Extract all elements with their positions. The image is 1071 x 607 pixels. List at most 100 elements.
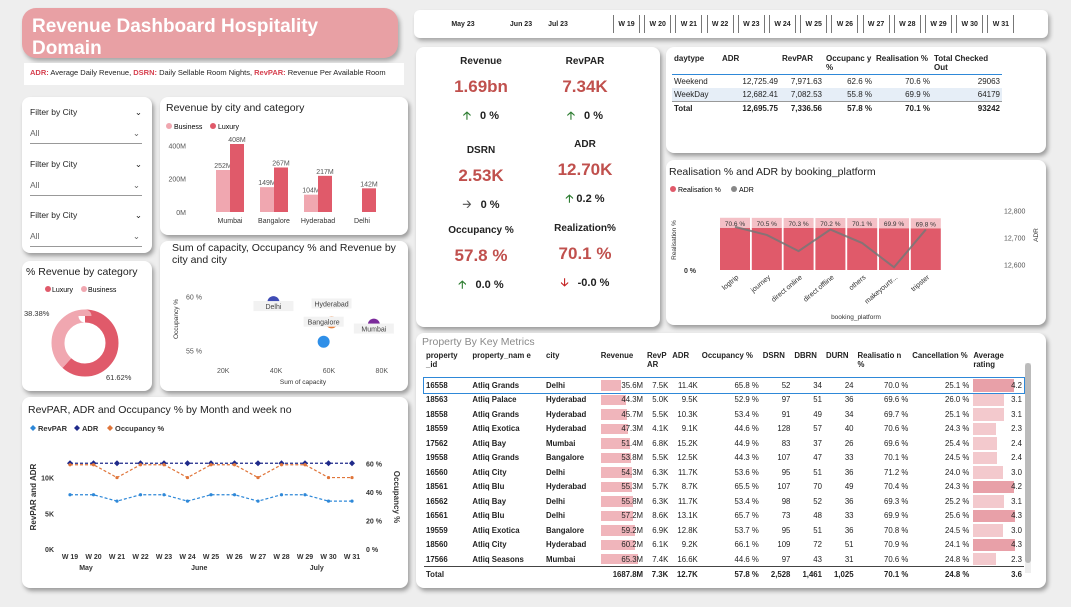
data-point[interactable]	[68, 493, 72, 497]
data-point[interactable]	[279, 493, 284, 497]
data-point[interactable]	[255, 460, 261, 467]
column-header[interactable]: ADR	[672, 351, 690, 360]
data-point[interactable]	[138, 463, 143, 467]
week-button[interactable]: W 23	[737, 15, 765, 33]
city-filter-1[interactable]: Filter by City ⌄ All ⌄	[30, 107, 142, 144]
table-row[interactable]: WeekDay 12,682.41 7,082.53 55.8 % 69.9 % 6417…	[672, 88, 1002, 102]
week-button[interactable]: W 25	[800, 15, 828, 33]
month-button[interactable]: Jun 23	[509, 20, 533, 28]
platform-combo-chart[interactable]: Realisation % ADR 0 % Realisation % ADR 12,60…	[666, 160, 1046, 325]
table-row[interactable]: Weekend 12,725.49 7,971.63 62.6 % 70.6 % 2906…	[672, 74, 1002, 89]
data-point[interactable]	[279, 463, 284, 467]
filter-value[interactable]: All	[30, 231, 40, 241]
data-point[interactable]	[209, 493, 213, 497]
column-header[interactable]: property_nam e	[472, 351, 531, 360]
table-row[interactable]: 18563 Atliq Palace Hyderabad 44.3M 5.0K 9.5K 5…	[424, 393, 1024, 408]
chevron-down-icon[interactable]: ⌄	[132, 180, 140, 190]
bar-luxury[interactable]	[230, 144, 244, 212]
table-row[interactable]: 17562 Atliq Bay Mumbai 51.4M 6.8K 15.2K 44.9 %…	[424, 436, 1024, 451]
data-point[interactable]	[115, 499, 119, 503]
column-header[interactable]: Revenue	[600, 351, 634, 360]
filter-value[interactable]: All	[30, 180, 40, 190]
data-point[interactable]	[91, 463, 96, 467]
pct-revenue-donut[interactable]: Luxury Business 61.62% 38.38%	[22, 261, 152, 391]
column-header[interactable]: Occupancy %	[701, 351, 753, 360]
scatter-point-bangalore[interactable]	[317, 335, 330, 348]
trend-line-chart[interactable]: RevPAR ADR Occupancy % 0K 5K 10K 0 % 20 % 40 % 60…	[22, 397, 408, 588]
data-point[interactable]	[256, 475, 260, 480]
chevron-down-icon[interactable]: ⌄	[134, 107, 142, 117]
data-point[interactable]	[138, 493, 143, 497]
data-point[interactable]	[326, 475, 331, 480]
data-point[interactable]	[303, 493, 307, 497]
week-button[interactable]: W 22	[706, 15, 734, 33]
week-button[interactable]: W 24	[769, 15, 796, 33]
week-button[interactable]: W 26	[831, 15, 859, 33]
table-row[interactable]: 18558 Atliq Grands Hyderabad 45.7M 5.5K 10.3K…	[424, 407, 1024, 422]
data-point[interactable]	[232, 493, 237, 497]
table-scrollbar[interactable]	[1025, 363, 1031, 573]
column-header[interactable]: DBRN	[794, 351, 817, 360]
table-row[interactable]: 16561 Atliq Blu Delhi 57.2M 8.6K 13.1K 65.7 % 7…	[424, 509, 1024, 524]
table-row[interactable]: 19559 Atliq Exotica Bangalore 59.2M 6.9K 12.8…	[424, 523, 1024, 538]
table-row[interactable]: 18559 Atliq Exotica Hyderabad 47.3M 4.1K 9.1K…	[424, 422, 1024, 437]
data-point[interactable]	[115, 475, 119, 480]
column-header[interactable]: Cancellation %	[912, 351, 968, 360]
adr-line[interactable]	[734, 225, 927, 269]
week-button[interactable]: W 19	[613, 15, 640, 33]
data-point[interactable]	[256, 499, 260, 503]
data-point[interactable]	[184, 460, 191, 467]
data-point[interactable]	[185, 475, 190, 480]
data-point[interactable]	[325, 460, 332, 467]
data-point[interactable]	[209, 463, 213, 467]
city-filter-2[interactable]: Filter by City ⌄ All ⌄	[30, 159, 142, 196]
bar-business[interactable]	[260, 187, 274, 212]
chevron-down-icon[interactable]: ⌄	[132, 231, 140, 241]
week-button[interactable]: W 29	[925, 15, 952, 33]
donut-slice-business[interactable]	[51, 309, 119, 377]
data-point[interactable]	[185, 499, 190, 503]
table-row[interactable]: 18560 Atliq City Hyderabad 60.2M 6.1K 9.2K 66.…	[424, 538, 1024, 553]
bar-realisation[interactable]	[879, 228, 909, 270]
bar-realisation[interactable]	[720, 227, 750, 270]
table-row[interactable]: 16560 Atliq City Delhi 54.3M 6.3K 11.7K 53.6 %…	[424, 465, 1024, 480]
table-row[interactable]: 16558 Atliq Grands Delhi 35.6M 7.5K 11.4K 65.8…	[423, 377, 1025, 394]
chevron-down-icon[interactable]: ⌄	[134, 210, 142, 220]
bar-realisation[interactable]	[910, 228, 941, 270]
filter-value[interactable]: All	[30, 128, 40, 138]
data-point[interactable]	[114, 460, 120, 467]
table-row[interactable]: 17566 Atliq Seasons Mumbai 65.3M 7.4K 16.6K 44…	[424, 552, 1024, 567]
week-button[interactable]: W 31	[987, 15, 1015, 33]
data-point[interactable]	[232, 463, 237, 467]
month-button[interactable]: May 23	[451, 20, 475, 28]
week-button[interactable]: W 28	[893, 15, 921, 33]
bar-luxury[interactable]	[362, 188, 376, 212]
data-point[interactable]	[303, 463, 307, 467]
bar-luxury[interactable]	[318, 175, 332, 212]
column-header[interactable]: city	[545, 351, 560, 360]
column-header[interactable]: property _id	[426, 351, 458, 369]
bar-realisation[interactable]	[847, 228, 878, 270]
bar-business[interactable]	[304, 194, 318, 212]
data-point[interactable]	[162, 463, 166, 467]
column-header[interactable]: Realisatio n %	[857, 351, 902, 369]
column-header[interactable]: DSRN	[762, 351, 785, 360]
revenue-by-city-chart[interactable]: Business Luxury 0M 200M 400M 252M 408M Mumbai 14…	[160, 97, 408, 235]
data-point[interactable]	[68, 463, 72, 467]
capacity-occupancy-scatter[interactable]: 20K 40K 60K 80K 55 % 60 % Sum of capacity Occup…	[160, 241, 408, 391]
table-row[interactable]: 16562 Atliq Bay Delhi 55.8M 6.3K 11.7K 53.4 % 9…	[424, 494, 1024, 509]
column-header[interactable]: DURN	[825, 351, 849, 360]
week-button[interactable]: W 27	[862, 15, 890, 33]
bar-realisation[interactable]	[783, 227, 814, 270]
week-button[interactable]: W 21	[675, 15, 703, 33]
week-button[interactable]: W 20	[644, 15, 672, 33]
chevron-down-icon[interactable]: ⌄	[134, 159, 142, 169]
column-header[interactable]: RevP AR	[647, 351, 667, 369]
data-point[interactable]	[350, 499, 354, 503]
data-point[interactable]	[349, 460, 355, 467]
chevron-down-icon[interactable]: ⌄	[132, 128, 140, 138]
data-point[interactable]	[350, 475, 354, 480]
city-filter-3[interactable]: Filter by City ⌄ All ⌄	[30, 210, 142, 247]
bar-business[interactable]	[216, 170, 230, 212]
data-point[interactable]	[162, 493, 166, 497]
